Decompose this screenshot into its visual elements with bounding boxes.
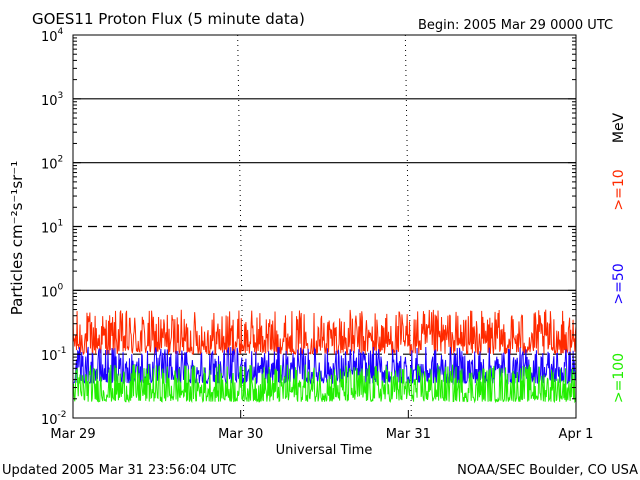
x-tick-label: Apr 1 (559, 427, 594, 442)
series-traces (72, 309, 577, 404)
begin-time: Begin: 2005 Mar 29 0000 UTC (418, 18, 613, 33)
x-tick-label: Mar 29 (50, 427, 95, 442)
y-tick-label: 101 (41, 219, 63, 237)
y-tick-label: 104 (41, 27, 64, 45)
series-line-100mev (72, 363, 577, 404)
x-axis-label: Universal Time (276, 443, 373, 458)
source-credit: NOAA/SEC Boulder, CO USA (457, 463, 638, 478)
y-axis-label: Particles cm⁻²s⁻¹sr⁻¹ (8, 161, 26, 315)
y-tick-label: 103 (41, 91, 63, 109)
series-line-10mev (72, 309, 577, 356)
x-tick-label: Mar 30 (218, 427, 263, 442)
legend-series-10: >=10 (611, 169, 627, 210)
axes: 10-2 10-1 100 101 102 103 104 Mar 29 Mar 30 Mar 3… (41, 27, 593, 442)
x-tick-label: Mar 31 (386, 427, 431, 442)
y-tick-label: 10-2 (41, 410, 67, 428)
legend-series-100: >=100 (611, 353, 627, 403)
y-tick-label: 102 (41, 155, 63, 173)
legend-series-50: >=50 (611, 263, 627, 304)
unit-label: MeV (611, 112, 627, 143)
y-tick-label: 10-1 (41, 346, 67, 364)
chart-title: GOES11 Proton Flux (5 minute data) (32, 10, 305, 28)
updated-timestamp: Updated 2005 Mar 31 23:56:04 UTC (2, 463, 236, 478)
y-tick-label: 100 (41, 282, 64, 300)
